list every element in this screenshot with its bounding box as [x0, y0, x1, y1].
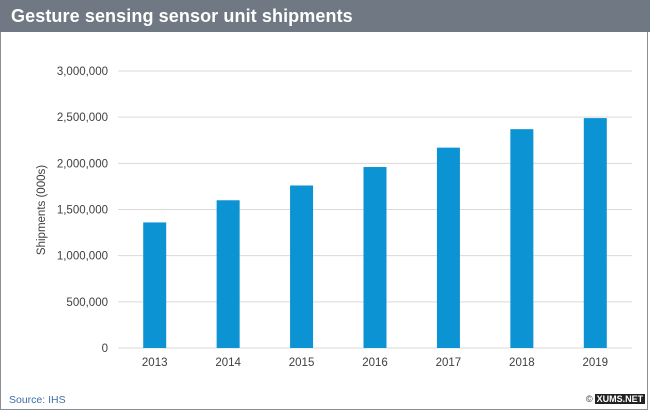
bar-chart: 0 500,000 1,000,000 1,500,000 2,000,000 2,500…	[0, 0, 650, 412]
x-tick-label: 2017	[436, 357, 462, 369]
bar-2017	[437, 148, 460, 348]
watermark: © XUMS.NET	[586, 394, 645, 404]
x-tick-label: 2019	[582, 357, 608, 369]
source-note: Source: IHS	[9, 394, 66, 406]
x-tick-label: 2016	[362, 357, 388, 369]
bar-2016	[364, 167, 387, 348]
bar-2013	[143, 222, 166, 348]
y-tick-label: 2,500,000	[57, 112, 108, 124]
y-tick-label: 1,000,000	[57, 251, 108, 263]
x-tick-label: 2014	[215, 357, 241, 369]
y-tick-label: 2,000,000	[57, 158, 108, 170]
y-tick-label: 0	[102, 343, 108, 355]
copyright-symbol: ©	[586, 394, 593, 404]
y-axis-label: Shipments (000s)	[36, 165, 48, 255]
bar-2019	[584, 118, 607, 348]
bar-2014	[217, 200, 240, 348]
x-tick-label: 2018	[509, 357, 535, 369]
y-tick-label: 1,500,000	[57, 205, 108, 217]
watermark-brand: XUMS.NET	[595, 394, 646, 404]
bar-2015	[290, 185, 313, 348]
x-tick-label: 2013	[142, 357, 168, 369]
y-tick-label: 500,000	[66, 297, 108, 309]
x-tick-label: 2015	[289, 357, 315, 369]
bar-2018	[510, 129, 533, 348]
y-tick-label: 3,000,000	[57, 66, 108, 78]
